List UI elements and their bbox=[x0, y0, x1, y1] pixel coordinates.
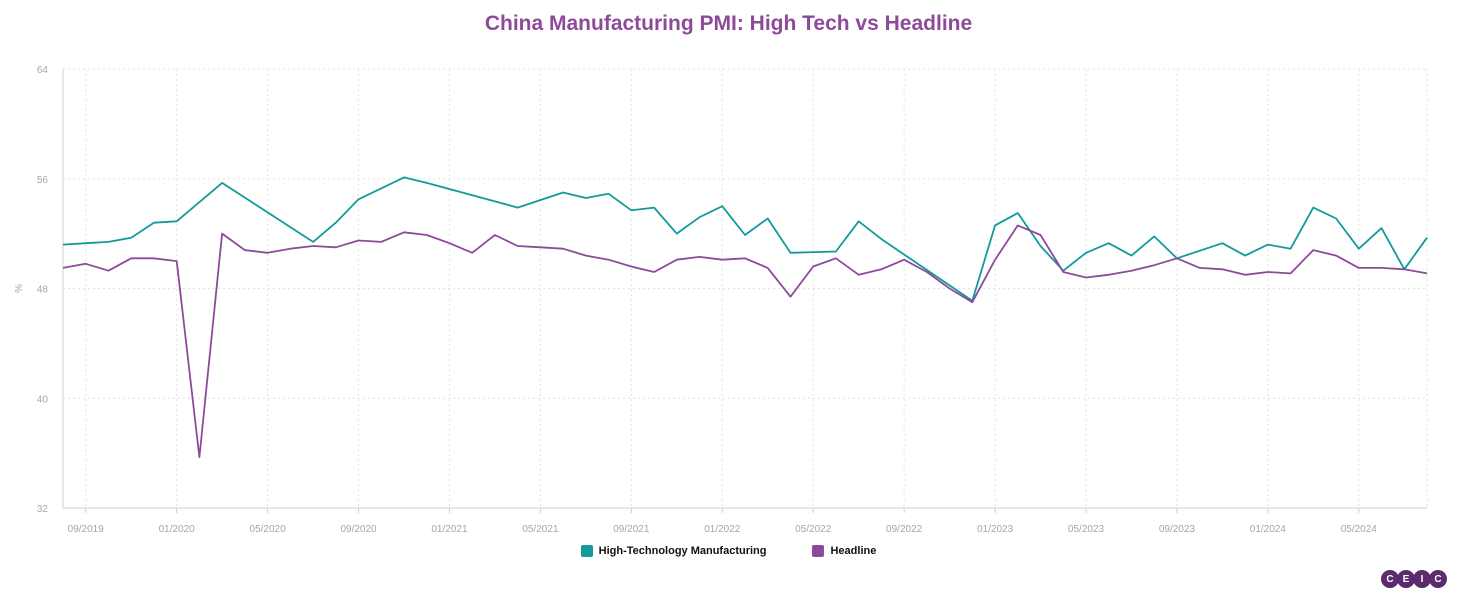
y-tick-label: 64 bbox=[37, 65, 49, 76]
logo-letter: E bbox=[1397, 570, 1415, 588]
legend-label-high-tech: High-Technology Manufacturing bbox=[598, 545, 767, 557]
x-tick-label: 05/2022 bbox=[795, 524, 832, 535]
chart-title: China Manufacturing PMI: High Tech vs He… bbox=[484, 12, 973, 35]
x-tick-label: 09/2022 bbox=[886, 524, 923, 535]
legend-item-high-tech[interactable]: High-Technology Manufacturing bbox=[580, 545, 767, 557]
x-tick-label: 05/2024 bbox=[1341, 524, 1378, 535]
x-tick-label: 01/2023 bbox=[977, 524, 1014, 535]
x-tick-label: 09/2023 bbox=[1159, 524, 1196, 535]
logo-letter: C bbox=[1381, 570, 1399, 588]
legend-swatch-high-tech bbox=[580, 545, 593, 557]
x-tick-label: 01/2022 bbox=[704, 524, 741, 535]
x-tick-label: 09/2019 bbox=[68, 524, 105, 535]
x-tick-label: 01/2024 bbox=[1250, 524, 1287, 535]
series-line-headline bbox=[62, 224, 1428, 459]
logo-letter: C bbox=[1429, 570, 1447, 588]
legend-item-headline[interactable]: Headline bbox=[812, 545, 876, 557]
legend-swatch-headline bbox=[812, 545, 825, 557]
legend: High-Technology Manufacturing Headline bbox=[0, 545, 1457, 557]
y-tick-label: 32 bbox=[37, 504, 49, 515]
logo-letter: I bbox=[1413, 570, 1431, 588]
x-tick-label: 05/2021 bbox=[522, 524, 559, 535]
x-tick-label: 05/2023 bbox=[1068, 524, 1105, 535]
y-tick-label: 56 bbox=[37, 175, 49, 186]
y-tick-label: 40 bbox=[37, 394, 49, 405]
legend-label-headline: Headline bbox=[830, 545, 877, 557]
x-tick-label: 01/2020 bbox=[159, 524, 196, 535]
x-tick-label: 01/2021 bbox=[431, 524, 468, 535]
x-tick-label: 09/2021 bbox=[613, 524, 650, 535]
x-tick-label: 09/2020 bbox=[340, 524, 377, 535]
series-line-high-tech bbox=[62, 176, 1428, 302]
x-tick-label: 05/2020 bbox=[250, 524, 287, 535]
y-tick-label: 48 bbox=[37, 285, 49, 296]
y-axis-label: % bbox=[14, 284, 25, 293]
